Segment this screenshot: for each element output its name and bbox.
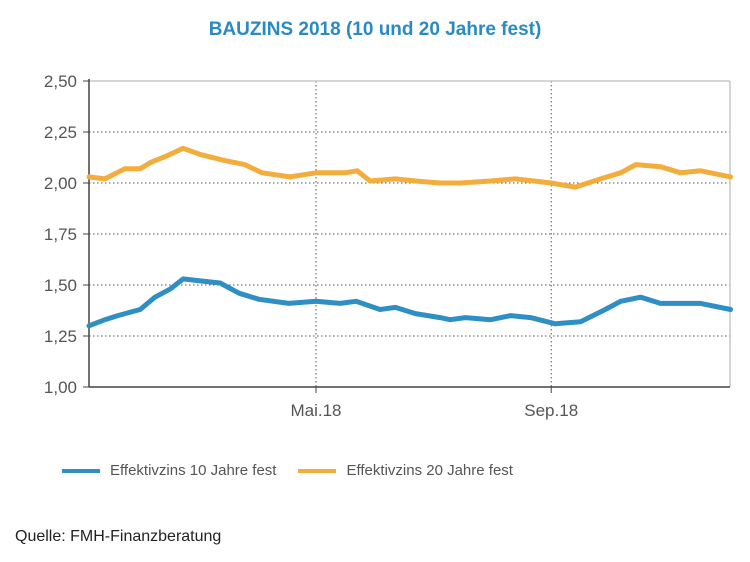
x-tick-label: Mai.18 bbox=[290, 401, 341, 420]
grid bbox=[89, 81, 730, 387]
x-tick-label: Sep.18 bbox=[524, 401, 578, 420]
chart-title: BAUZINS 2018 (10 und 20 Jahre fest) bbox=[208, 19, 542, 40]
y-tick-label: 1,00 bbox=[44, 378, 77, 397]
y-tick-label: 1,50 bbox=[44, 276, 77, 295]
y-tick-label: 2,50 bbox=[44, 72, 77, 91]
axes bbox=[83, 79, 731, 393]
y-tick-label: 1,25 bbox=[44, 327, 77, 346]
legend-item-20-jahre: Effektivzins 20 Jahre fest bbox=[298, 462, 513, 479]
y-tick-label: 1,75 bbox=[44, 225, 77, 244]
source-note: Quelle: FMH-Finanzberatung bbox=[15, 528, 222, 545]
legend-label-20-jahre: Effektivzins 20 Jahre fest bbox=[346, 462, 513, 479]
series-line-20-jahre bbox=[86, 145, 734, 190]
y-tick-label: 2,25 bbox=[44, 123, 77, 142]
legend-swatch-20-jahre bbox=[298, 468, 337, 473]
legend: Effektivzins 10 Jahre fest Effektivzins … bbox=[62, 462, 535, 479]
series-lines bbox=[86, 145, 734, 329]
legend-swatch-10-jahre bbox=[62, 468, 100, 473]
tick-labels: 1,00 1,25 1,50 1,75 2,00 2,25 2,50 Mai.18 Sep.18 bbox=[44, 72, 578, 420]
legend-item-10-jahre: Effektivzins 10 Jahre fest bbox=[62, 462, 276, 479]
legend-label-10-jahre: Effektivzins 10 Jahre fest bbox=[110, 462, 277, 479]
series-line-10-jahre bbox=[86, 276, 734, 329]
y-tick-label: 2,00 bbox=[44, 174, 77, 193]
